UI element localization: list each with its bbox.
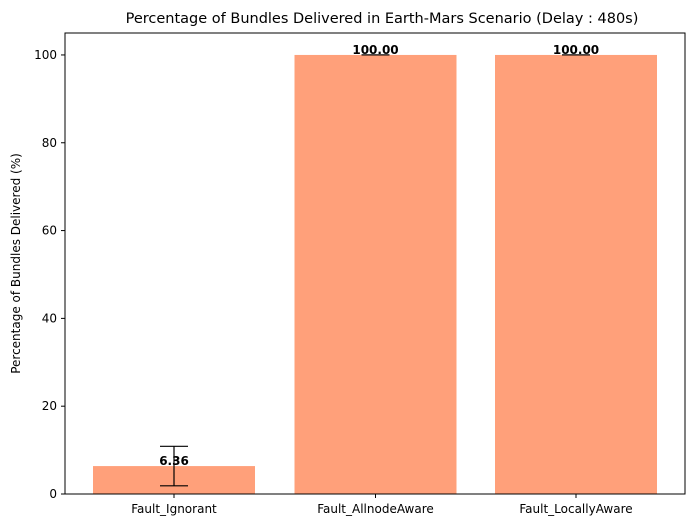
y-tick-label: 60 [42,224,57,238]
y-tick-label: 40 [42,311,57,325]
x-tick-label: Fault_LocallyAware [519,502,632,516]
bars-layer [93,54,657,494]
error-bars-layer [160,54,590,487]
data-labels-layer: 6.36 100.00 100.00 [159,43,599,468]
data-label: 6.36 [159,454,189,468]
bar-fault-locallyaware [495,54,657,494]
error-bar [160,445,188,487]
data-label: 100.00 [553,43,599,57]
bar-fault-allnodeaware [294,54,457,494]
y-axis: 0 20 40 60 80 100 [34,48,65,501]
y-tick-label: 0 [49,487,57,501]
x-axis: Fault_Ignorant Fault_AllnodeAware Fault_Lo… [131,494,633,516]
y-axis-label: Percentage of Bundles Delivered (%) [9,153,23,374]
x-tick-label: Fault_Ignorant [131,502,217,516]
y-tick-label: 20 [42,399,57,413]
x-tick-label: Fault_AllnodeAware [317,502,434,516]
data-label: 100.00 [352,43,398,57]
y-tick-label: 100 [34,48,57,62]
y-tick-label: 80 [42,136,57,150]
chart-title: Percentage of Bundles Delivered in Earth… [126,11,639,27]
